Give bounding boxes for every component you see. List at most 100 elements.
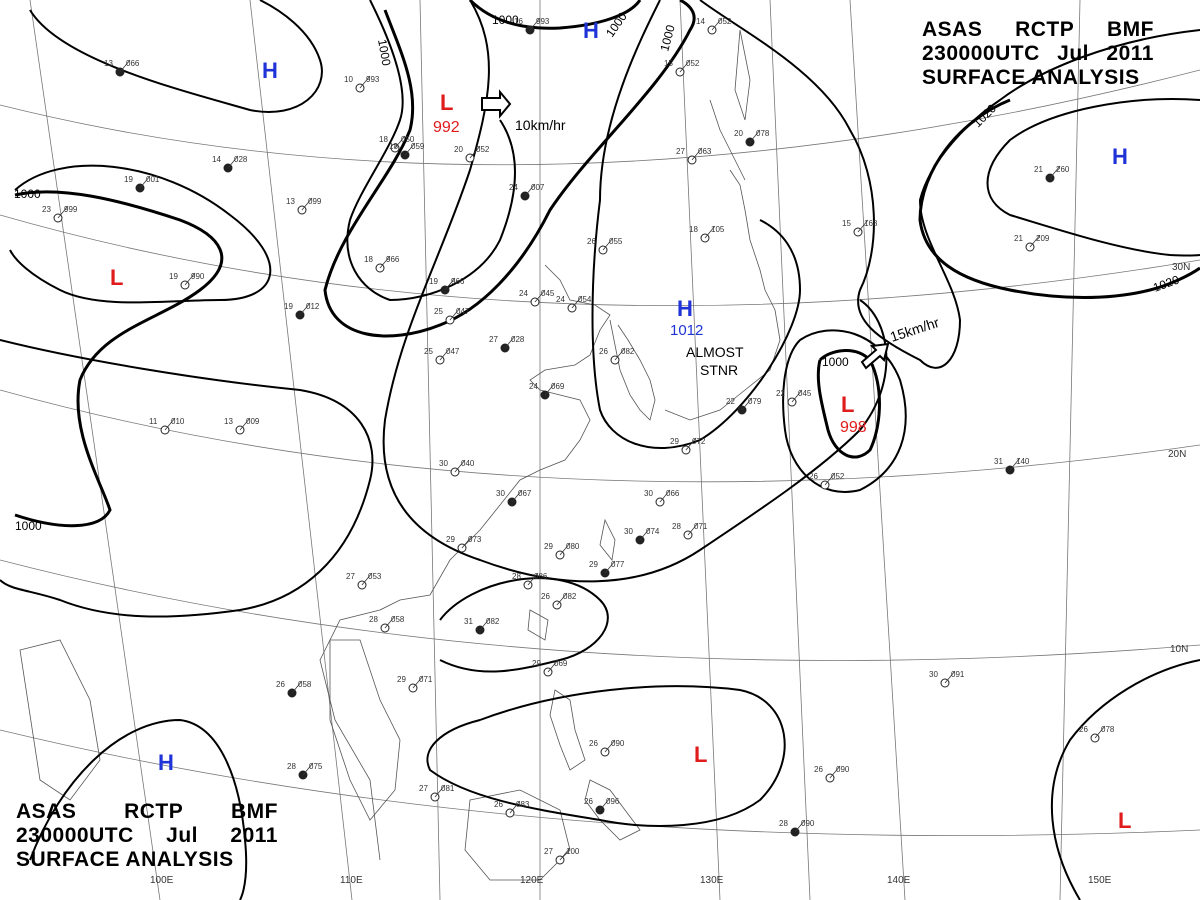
station-temperature: 18 — [389, 142, 398, 151]
longitude-label: 100E — [150, 875, 174, 886]
station-pressure: 001 — [146, 175, 160, 184]
meridian-150e — [1059, 0, 1081, 900]
station-temperature: 28 — [672, 522, 681, 531]
station-pressure: 040 — [461, 459, 475, 468]
station-temperature: 21 — [1034, 165, 1043, 174]
station-pressure: 007 — [531, 183, 545, 192]
motion-arrows — [481, 89, 890, 370]
station-plot: 23 999 — [42, 205, 78, 223]
station-plot: 20 078 — [734, 129, 770, 147]
station-temperature: 28 — [369, 615, 378, 624]
station-temperature: 26 — [1079, 725, 1088, 734]
motion-arrow-icon — [860, 342, 890, 370]
station-plot: 24 069 — [529, 382, 565, 400]
station-plot: 21 260 — [1034, 165, 1070, 183]
station-pressure: 078 — [1101, 725, 1115, 734]
header-time: 230000UTC — [16, 824, 134, 847]
station-pressure: 999 — [64, 205, 78, 214]
station-pressure: 091 — [951, 670, 965, 679]
station-temperature: 24 — [509, 183, 518, 192]
latitude-labels: 30N 20N 10N — [1168, 262, 1190, 655]
station-temperature: 28 — [779, 819, 788, 828]
isobar-se-low — [1050, 659, 1200, 900]
wind-barb-icon — [791, 389, 803, 403]
header-title: SURFACE ANALYSIS — [922, 66, 1140, 89]
station-pressure: 090 — [801, 819, 815, 828]
station-plot: 16 993 — [514, 17, 550, 35]
coast-taiwan — [599, 518, 616, 561]
isobar-998-low — [816, 349, 881, 459]
station-plot: 30 074 — [624, 527, 660, 545]
wind-barb-icon — [1049, 165, 1061, 179]
wind-barb-icon — [749, 129, 761, 143]
low-center: L — [694, 742, 707, 767]
station-plot: 31 140 — [994, 457, 1030, 475]
wind-barb-icon — [741, 397, 753, 411]
isobar-1000-top — [468, 0, 642, 30]
header-line-2: 230000UTC Jul 2011 — [16, 824, 278, 848]
wind-barb-icon — [412, 675, 424, 689]
isobar-southeast — [439, 577, 609, 673]
wind-barb-icon — [454, 459, 466, 473]
station-temperature: 16 — [514, 17, 523, 26]
station-pressure: 080 — [566, 542, 580, 551]
station-temperature: 26 — [589, 739, 598, 748]
station-plot: 19 001 — [124, 175, 160, 193]
chart-header-top: ASAS RCTP BMF 230000UTC Jul 2011 SURFACE… — [922, 18, 1154, 90]
station-pressure: 071 — [694, 522, 708, 531]
coast-mainland — [319, 264, 611, 861]
station-pressure: 990 — [191, 272, 205, 281]
station-temperature: 25 — [434, 307, 443, 316]
station-plot: 28 090 — [779, 819, 815, 837]
station-temperature: 19 — [124, 175, 133, 184]
isobar-korea-high — [591, 0, 802, 449]
wind-barb-icon — [687, 522, 699, 536]
station-temperature: 23 — [42, 205, 51, 214]
station-pressure: 045 — [798, 389, 812, 398]
station-pressure: 071 — [419, 675, 433, 684]
isobar-1020-east — [918, 98, 1200, 299]
isobar-japan — [699, 0, 1200, 369]
isobar-label: 1000 — [657, 23, 678, 53]
station-temperature: 26 — [276, 680, 285, 689]
station-plot: 28 058 — [369, 615, 405, 633]
station-plot: 26 078 — [1079, 725, 1115, 743]
station-temperature: 15 — [664, 59, 673, 68]
wind-barb-icon — [704, 225, 716, 239]
wind-barb-icon — [824, 472, 836, 486]
station-plot: 19 990 — [169, 272, 205, 290]
motion-speed-label: 10km/hr — [515, 117, 566, 133]
station-temperature: 27 — [346, 572, 355, 581]
station-pressure: 090 — [836, 765, 850, 774]
isobar-big-west — [0, 339, 374, 618]
longitude-label: 140E — [887, 875, 911, 886]
isobar-west-low — [9, 164, 272, 304]
station-pressure: 105 — [711, 225, 725, 234]
header-product: BMF — [1107, 18, 1154, 41]
wind-barb-icon — [449, 307, 461, 321]
station-pressure: 096 — [606, 797, 620, 806]
station-pressure: 047 — [446, 347, 460, 356]
station-plot: 25 047 — [424, 347, 460, 365]
wind-barb-icon — [659, 489, 671, 503]
station-plot: 30 040 — [439, 459, 475, 477]
station-plot: 26 082 — [599, 347, 635, 365]
station-pressure: 083 — [516, 800, 530, 809]
wind-barb-icon — [139, 175, 151, 189]
header-line-1: ASAS RCTP BMF — [16, 800, 278, 824]
station-pressure: 086 — [534, 572, 548, 581]
wind-barb-icon — [794, 819, 806, 833]
station-temperature: 24 — [556, 295, 565, 304]
parallel-40n — [0, 69, 1200, 166]
header-line-2: 230000UTC Jul 2011 — [922, 42, 1154, 66]
wind-barb-icon — [559, 542, 571, 556]
station-temperature: 18 — [689, 225, 698, 234]
coast-india-east — [19, 639, 101, 801]
station-plot: 22 045 — [776, 389, 812, 407]
station-pressure: 028 — [234, 155, 248, 164]
station-pressure: 140 — [1016, 457, 1030, 466]
station-plot: 29 069 — [532, 659, 568, 677]
meridian-100e — [29, 0, 161, 900]
station-plot: 20 052 — [454, 145, 490, 163]
low-center: L — [110, 265, 123, 290]
